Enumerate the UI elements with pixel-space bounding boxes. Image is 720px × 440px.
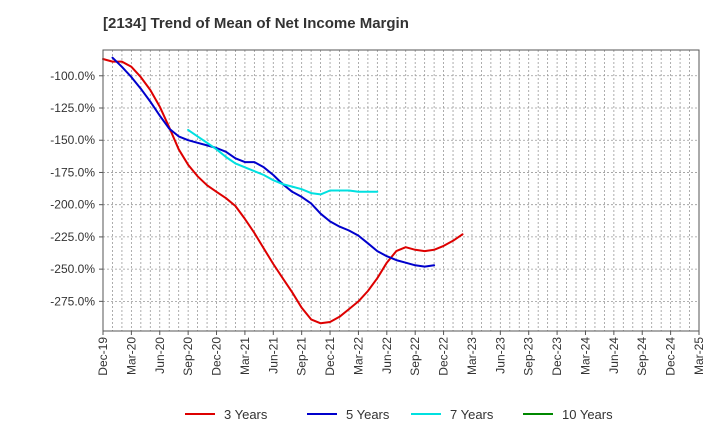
- x-tick-label: Dec-24: [664, 337, 678, 376]
- x-tick-label: Jun-21: [266, 337, 280, 374]
- legend: 3 Years 5 Years 7 Years 10 Years: [185, 407, 613, 422]
- x-tick-label: Jun-22: [380, 337, 394, 374]
- plot-frame: [102, 49, 700, 332]
- series-line-3-years: [102, 58, 464, 325]
- x-tick-label: Sep-23: [522, 337, 536, 376]
- x-tick-label: Jun-20: [153, 337, 167, 374]
- grid-layer: [103, 50, 699, 331]
- legend-label-3-years: 3 Years: [224, 407, 268, 422]
- y-tick-label: -175.0%: [50, 165, 95, 179]
- x-tick-label: Mar-23: [465, 337, 479, 375]
- x-tick-label: Jun-23: [493, 337, 507, 374]
- x-tick-label: Jun-24: [607, 337, 621, 374]
- x-tick-label: Sep-20: [181, 337, 195, 376]
- series-line-7-years: [187, 128, 379, 196]
- series-line-5-years: [111, 56, 436, 268]
- x-tick-label: Sep-22: [408, 337, 422, 376]
- chart-title: [2134] Trend of Mean of Net Income Margi…: [103, 15, 409, 32]
- y-tick-label: -150.0%: [50, 133, 95, 147]
- y-tick-label: -200.0%: [50, 198, 95, 212]
- x-tick-label: Dec-20: [210, 337, 224, 376]
- legend-label-5-years: 5 Years: [346, 407, 390, 422]
- x-tick-label: Dec-22: [437, 337, 451, 376]
- series-layer: [102, 56, 464, 325]
- y-tick-label: -100.0%: [50, 69, 95, 83]
- y-axis: -100.0% -125.0% -150.0% -175.0% -200.0% -225.…: [50, 69, 103, 308]
- y-tick-label: -125.0%: [50, 101, 95, 115]
- x-tick-label: Mar-22: [351, 337, 365, 375]
- x-tick-label: Mar-20: [124, 337, 138, 375]
- legend-label-7-years: 7 Years: [450, 407, 494, 422]
- x-tick-label: Sep-24: [635, 337, 649, 376]
- y-tick-label: -225.0%: [50, 230, 95, 244]
- y-tick-label: -250.0%: [50, 262, 95, 276]
- x-axis: Dec-19 Mar-20 Jun-20 Sep-20 Dec-20 Mar-21 Jun-…: [96, 331, 706, 376]
- x-tick-label: Mar-25: [692, 337, 706, 375]
- x-tick-label: Dec-21: [323, 337, 337, 376]
- y-tick-label: -275.0%: [50, 294, 95, 308]
- x-tick-label: Dec-19: [96, 337, 110, 376]
- x-tick-label: Mar-21: [238, 337, 252, 375]
- legend-label-10-years: 10 Years: [562, 407, 613, 422]
- x-tick-label: Mar-24: [578, 337, 592, 375]
- x-tick-label: Sep-21: [295, 337, 309, 376]
- x-tick-label: Dec-23: [550, 337, 564, 376]
